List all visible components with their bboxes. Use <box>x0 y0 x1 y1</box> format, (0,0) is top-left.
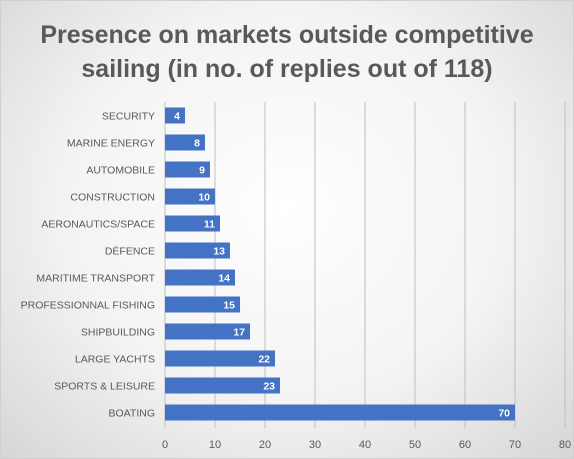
data-label-10: 23 <box>263 381 275 393</box>
data-label-9: 22 <box>258 354 270 366</box>
bar-6 <box>165 269 235 286</box>
data-label-5: 13 <box>213 246 225 258</box>
category-label-9: LARGE YACHTS <box>75 354 155 366</box>
bar-9 <box>165 350 275 367</box>
category-label-3: CONSTRUCTION <box>70 192 155 204</box>
chart-title-line-1: Presence on markets outside competitive <box>40 21 534 49</box>
category-label-10: SPORTS & LEISURE <box>54 381 155 393</box>
category-label-11: BOATING <box>109 408 155 420</box>
chart-title-line-2: sailing (in no. of replies out of 118) <box>81 55 493 83</box>
x-tick-label-80: 80 <box>559 439 571 451</box>
data-label-6: 14 <box>218 273 230 285</box>
x-tick-label-70: 70 <box>509 439 521 451</box>
bar-1 <box>165 134 205 151</box>
x-tick-label-30: 30 <box>309 439 321 451</box>
data-label-0: 4 <box>174 111 180 123</box>
x-tick-label-20: 20 <box>259 439 271 451</box>
category-label-5: DÉFENCE <box>105 245 155 258</box>
bar-2 <box>165 161 210 178</box>
data-label-11: 70 <box>498 408 510 420</box>
data-label-8: 17 <box>233 327 245 339</box>
bar-3 <box>165 188 215 205</box>
data-label-4: 11 <box>204 219 215 231</box>
bar-8 <box>165 323 250 340</box>
data-label-7: 15 <box>223 300 235 312</box>
category-label-1: MARINE ENERGY <box>67 138 155 150</box>
bar-7 <box>165 296 240 313</box>
bar-10 <box>165 377 280 394</box>
category-label-0: SECURITY <box>102 111 155 123</box>
category-label-7: PROFESSIONNAL FISHING <box>21 300 155 312</box>
x-tick-label-0: 0 <box>162 439 168 451</box>
bar-11 <box>165 404 515 421</box>
bar-4 <box>165 215 220 232</box>
bar-0 <box>165 107 185 124</box>
x-tick-label-10: 10 <box>209 439 221 451</box>
category-label-2: AUTOMOBILE <box>86 165 155 177</box>
x-tick-label-60: 60 <box>459 439 471 451</box>
data-label-3: 10 <box>198 192 210 204</box>
chart-title: Presence on markets outside competitive … <box>0 18 574 86</box>
data-label-1: 8 <box>194 138 200 150</box>
category-label-6: MARITIME TRANSPORT <box>36 273 155 285</box>
x-tick-label-50: 50 <box>409 439 421 451</box>
category-label-8: SHIPBUILDING <box>81 327 155 339</box>
bar-5 <box>165 242 230 259</box>
x-tick-label-40: 40 <box>359 439 371 451</box>
category-label-4: AERONAUTICS/SPACE <box>41 219 155 231</box>
data-label-2: 9 <box>199 165 205 177</box>
